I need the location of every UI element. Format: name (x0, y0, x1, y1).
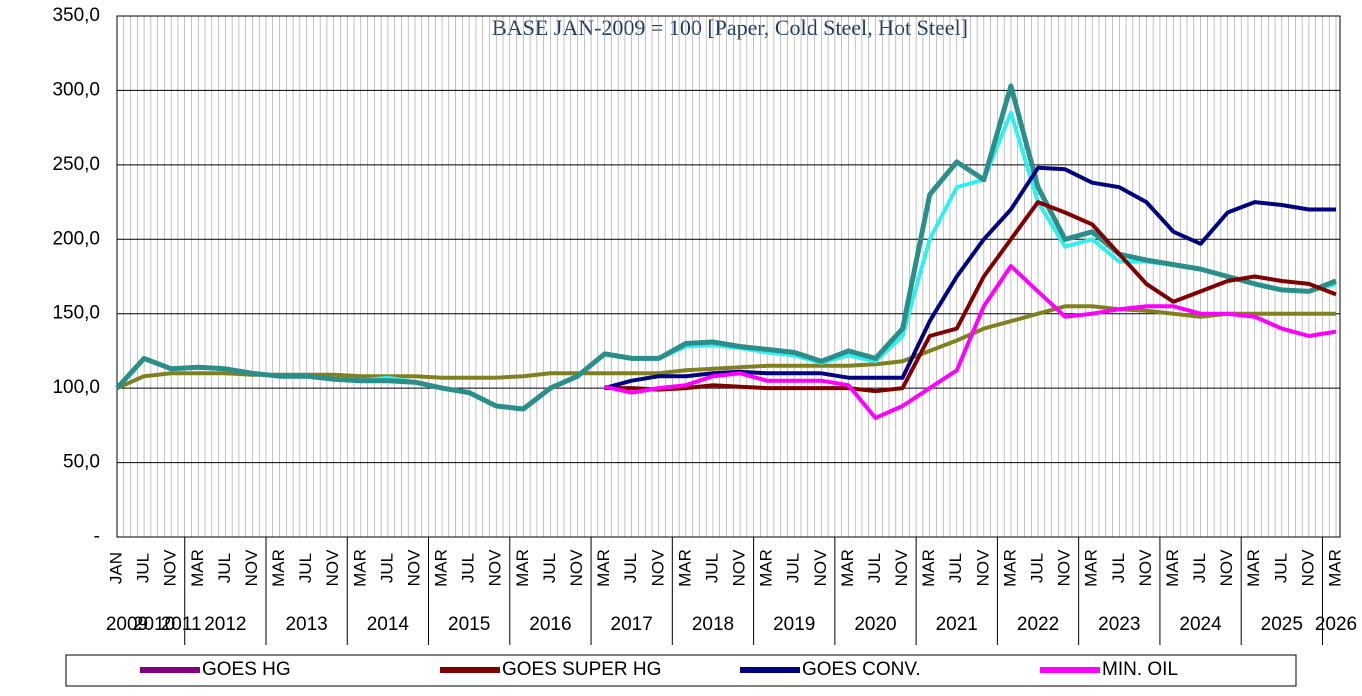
year-label: 2026 (1315, 614, 1357, 635)
year-label: 2014 (367, 614, 410, 635)
year-label: 2013 (285, 614, 327, 635)
year-label: 2018 (692, 614, 734, 635)
x-tick-label: JUL (134, 553, 153, 583)
x-tick-label: MAR (1244, 549, 1263, 587)
x-tick-label: NOV (161, 549, 180, 587)
y-tick-label: 100,0 (52, 377, 100, 398)
x-tick-label: JUL (296, 553, 315, 583)
x-tick-label: NOV (242, 549, 261, 587)
x-tick-label: MAR (757, 549, 776, 587)
x-tick-label: MAR (1000, 549, 1019, 587)
x-tick-label: NOV (1298, 549, 1317, 587)
x-tick-label: JUL (459, 553, 478, 583)
series-line (604, 200, 1337, 394)
x-tick-label: MAR (513, 549, 532, 587)
year-label: 2010 (133, 614, 175, 635)
x-tick-label: MAR (919, 549, 938, 587)
x-tick-label: MAR (1163, 549, 1182, 587)
x-tick-label: MAR (594, 549, 613, 587)
x-tick-label: NOV (730, 549, 749, 587)
y-tick-label: 300,0 (52, 79, 100, 100)
year-label: 2025 (1261, 614, 1303, 635)
x-tick-label: JUL (1109, 553, 1128, 583)
legend-box (65, 654, 1297, 687)
series-line (116, 304, 1336, 390)
series-line (604, 264, 1337, 420)
year-label: 2022 (1017, 614, 1059, 635)
year-label: 2019 (773, 614, 815, 635)
x-tick-label: NOV (1217, 549, 1236, 587)
year-label: 2021 (936, 614, 978, 635)
chart-subtitle: BASE JAN-2009 = 100 [Paper, Cold Steel, … (492, 15, 968, 40)
legend-label: MIN. OIL (1102, 659, 1178, 680)
legend-label: GOES CONV. (802, 659, 921, 680)
y-tick-label: 200,0 (52, 228, 100, 249)
x-tick-label: NOV (973, 549, 992, 587)
legend-label: GOES SUPER HG (502, 659, 661, 680)
x-tick-label: JUL (946, 553, 965, 583)
x-tick-label: MAR (1325, 549, 1344, 587)
x-tick-label: MAR (838, 549, 857, 587)
x-tick-label: NOV (323, 549, 342, 587)
year-label: 2011 (161, 614, 202, 635)
x-tick-label: JUL (702, 553, 721, 583)
y-tick-label: 150,0 (52, 303, 100, 324)
x-tick-label: MAR (432, 549, 451, 587)
y-tick-label: 50,0 (63, 452, 100, 473)
x-tick-label: JUL (1190, 553, 1209, 583)
year-label: 2012 (204, 614, 246, 635)
year-label: 2024 (1179, 614, 1222, 635)
year-label: 2023 (1098, 614, 1140, 635)
year-label: 2009 (106, 614, 148, 635)
x-tick-label: JUL (784, 553, 803, 583)
series-line (604, 165, 1336, 391)
year-label: 2017 (611, 614, 653, 635)
x-tick-label: JUL (215, 553, 234, 583)
x-tick-label: JUL (621, 553, 640, 583)
year-label: 2020 (854, 614, 896, 635)
x-tick-label: JUL (865, 553, 884, 583)
series-line (115, 83, 1337, 412)
x-tick-label: NOV (567, 549, 586, 587)
plot-border (116, 15, 1341, 538)
x-tick-label: MAR (1082, 549, 1101, 587)
x-tick-label: NOV (1136, 549, 1155, 587)
x-tick-label: JUL (377, 553, 396, 583)
x-tick-label: MAR (350, 549, 369, 587)
x-tick-label: NOV (1055, 549, 1074, 587)
legend-label: GOES HG (202, 659, 291, 680)
x-tick-label: NOV (648, 549, 667, 587)
x-tick-label: JAN (106, 552, 125, 584)
x-tick-label: MAR (269, 549, 288, 587)
x-tick-label: MAR (188, 549, 207, 587)
x-tick-label: NOV (404, 549, 423, 587)
x-tick-label: NOV (811, 549, 830, 587)
x-tick-label: MAR (675, 549, 694, 587)
x-tick-label: JUL (540, 553, 559, 583)
year-label: 2016 (529, 614, 571, 635)
y-tick-label: 250,0 (52, 154, 100, 175)
y-tick-label: - (94, 526, 100, 547)
y-tick-label: 350,0 (52, 5, 100, 26)
x-tick-label: JUL (1271, 553, 1290, 583)
x-tick-label: NOV (892, 549, 911, 587)
year-label: 2015 (448, 614, 490, 635)
x-tick-label: NOV (486, 549, 505, 587)
x-tick-label: JUL (1028, 553, 1047, 583)
